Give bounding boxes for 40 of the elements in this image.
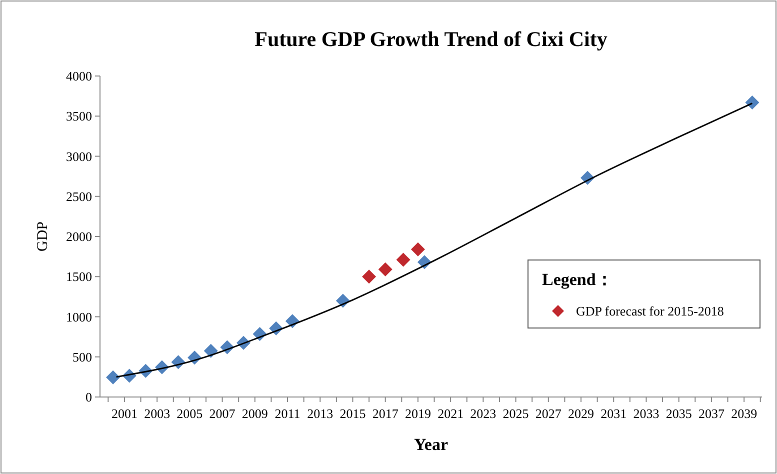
y-tick-label: 0 <box>86 390 92 405</box>
point <box>745 95 760 110</box>
x-tick-label: 2025 <box>502 406 529 421</box>
chart-title: Future GDP Growth Trend of Cixi City <box>254 27 608 51</box>
x-tick-label: 2001 <box>111 406 138 421</box>
x-tick-label: 2007 <box>209 406 236 421</box>
point <box>396 252 410 267</box>
x-tick-label: 2015 <box>340 406 366 421</box>
y-tick-label: 4000 <box>66 68 92 84</box>
x-tick-label: 2019 <box>404 406 431 421</box>
y-tick-label: 3000 <box>66 148 92 164</box>
x-tick-label: 2013 <box>307 406 334 421</box>
x-tick-label: 2027 <box>535 406 562 421</box>
x-tick-label: 2037 <box>698 406 725 421</box>
x-tick-label: 2009 <box>242 406 268 421</box>
x-tick-label: 2031 <box>600 406 627 421</box>
x-tick-label: 2033 <box>633 406 660 421</box>
point <box>410 242 425 256</box>
y-axis-title: GDP <box>35 221 51 252</box>
y-tick-label: 500 <box>72 349 92 364</box>
x-tick-label: 2017 <box>372 406 399 421</box>
x-tick-label: 2021 <box>438 406 464 421</box>
y-tick-label: 1000 <box>66 309 92 324</box>
x-tick-label: 2029 <box>568 406 594 421</box>
x-tick-label: 2003 <box>144 406 170 421</box>
point <box>106 370 120 384</box>
x-axis-title: Year <box>414 435 448 454</box>
x-tick-label: 2005 <box>176 406 203 421</box>
point <box>378 262 392 276</box>
legend-label: GDP forecast for 2015-2018 <box>576 304 724 319</box>
y-tick-label: 1500 <box>66 269 92 284</box>
x-tick-label: 2023 <box>470 406 496 421</box>
y-tick-label: 3500 <box>66 108 92 124</box>
x-tick-label: 2035 <box>666 406 692 421</box>
y-tick-label: 2500 <box>66 188 92 204</box>
legend-title: Legend： <box>542 270 613 289</box>
point <box>362 270 376 284</box>
y-tick-label: 2000 <box>66 229 92 244</box>
x-tick-label: 2039 <box>731 406 758 421</box>
x-tick-label: 2011 <box>274 406 300 421</box>
